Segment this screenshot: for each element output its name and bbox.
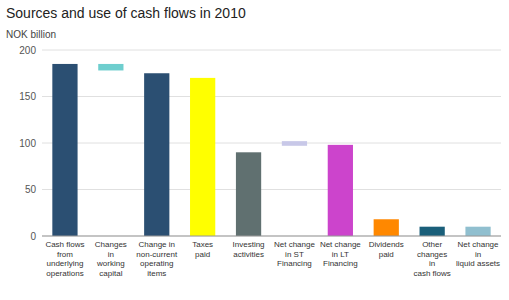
x-tick-label-line: Net change: [320, 240, 361, 249]
x-tick-label-line: cash flows: [413, 269, 450, 278]
title: Sources and use of cash flows in 2010: [6, 5, 246, 21]
bar: [465, 227, 490, 236]
x-tick-label-line: paid: [379, 250, 394, 259]
x-tick-label-line: Changes: [95, 240, 127, 249]
bar: [374, 219, 399, 236]
x-tick-label-line: working: [96, 259, 125, 268]
y-axis-label: NOK billion: [6, 29, 56, 40]
x-tick-label-line: Financing: [277, 259, 312, 268]
x-tick-label-line: paid: [195, 250, 210, 259]
y-tick-label: 200: [19, 45, 36, 56]
bars: [52, 64, 490, 236]
x-tick-label-line: capital: [99, 269, 122, 278]
x-tick-label-line: Change in: [139, 240, 175, 249]
x-tick-label: Otherchangesincash flows: [413, 240, 450, 278]
bar: [420, 227, 445, 236]
y-tick-label: 0: [30, 231, 36, 242]
x-tick-label-line: Taxes: [192, 240, 213, 249]
x-tick-label-line: liquid assets: [456, 259, 500, 268]
background: [0, 0, 509, 300]
x-tick-label-line: changes: [417, 250, 447, 259]
x-tick-label-line: underlying: [46, 259, 83, 268]
bar: [98, 64, 123, 71]
x-tick-label: Cash flowsfromunderlyingoperations: [45, 240, 84, 278]
bar: [236, 152, 261, 236]
x-tick-label-line: items: [147, 269, 166, 278]
bar: [328, 145, 353, 236]
x-tick-label: Change innon-currentoperatingitems: [136, 240, 178, 278]
x-tick-label: Dividendspaid: [369, 240, 404, 259]
x-tick-label-line: non-current: [136, 250, 178, 259]
x-tick-label-line: from: [57, 250, 73, 259]
x-tick-label-line: operations: [46, 269, 83, 278]
grid-line: [42, 96, 501, 97]
y-tick-label: 150: [19, 91, 36, 102]
x-tick-label-line: Investing: [233, 240, 265, 249]
x-tick-label: Changesinworkingcapital: [95, 240, 127, 278]
bar: [190, 78, 215, 236]
grid-line: [42, 143, 501, 144]
grid-line: [42, 236, 501, 237]
y-tick-label: 50: [25, 184, 37, 195]
x-tick-label-line: Other: [422, 240, 442, 249]
x-tick-label-line: Dividends: [369, 240, 404, 249]
grid-line: [42, 189, 501, 190]
y-grid: [42, 50, 501, 236]
x-tick-label: Investingactivities: [233, 240, 265, 259]
x-axis-line: [42, 236, 501, 237]
x-tick-label: Taxespaid: [192, 240, 213, 259]
x-tick-label-line: in: [108, 250, 114, 259]
x-tick-label: Net changein LTFinancing: [320, 240, 361, 268]
grid-line: [42, 50, 501, 51]
x-tick-label-line: Cash flows: [45, 240, 84, 249]
chart-svg: Sources and use of cash flows in 2010 NOK…: [0, 0, 509, 300]
x-tick-label-line: in: [429, 259, 435, 268]
x-tick-label: Net changeinliquid assets: [456, 240, 500, 268]
chart-container: Sources and use of cash flows in 2010 NOK…: [0, 0, 509, 300]
bar: [282, 141, 307, 146]
x-tick-label-line: activities: [233, 250, 264, 259]
x-tick-label-line: Net change: [274, 240, 315, 249]
x-tick-label-line: Net change: [458, 240, 499, 249]
x-tick-label-line: in ST: [285, 250, 304, 259]
x-tick-label-line: in LT: [332, 250, 349, 259]
x-tick-label-line: in: [475, 250, 481, 259]
bar: [52, 64, 77, 236]
x-tick-label-line: Financing: [323, 259, 358, 268]
x-tick-label: Net changein STFinancing: [274, 240, 315, 268]
y-tick-label: 100: [19, 138, 36, 149]
bar: [144, 73, 169, 236]
x-tick-label-line: operating: [140, 259, 173, 268]
